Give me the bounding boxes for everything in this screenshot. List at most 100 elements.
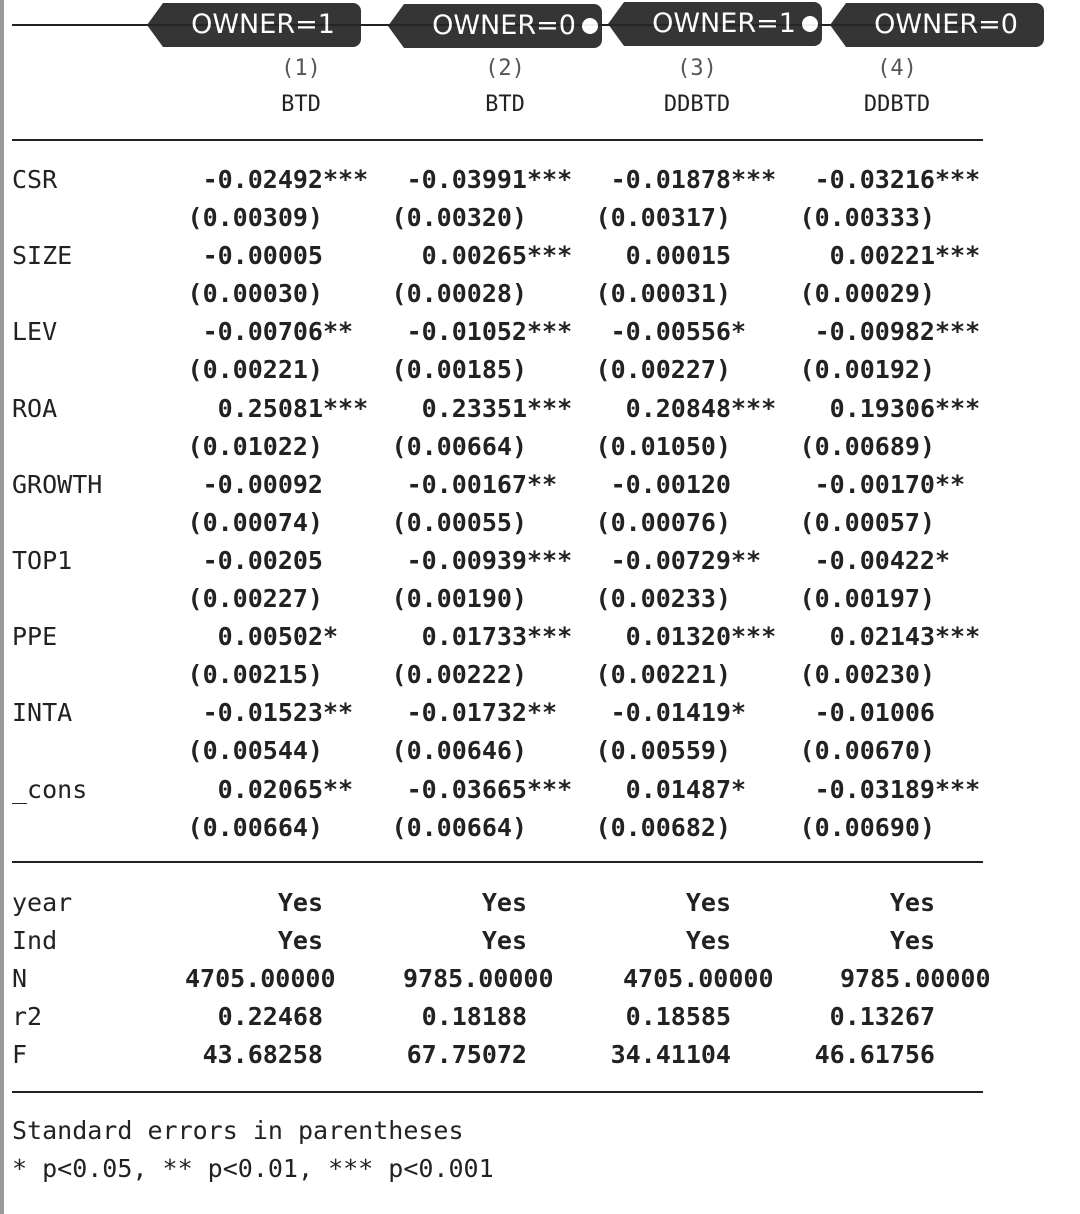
significance-stars: *** bbox=[935, 317, 981, 347]
stat-value: Yes bbox=[889, 888, 935, 917]
tag-shape bbox=[388, 4, 602, 48]
stat-value: 67.75072 bbox=[406, 1040, 527, 1069]
significance-stars: *** bbox=[527, 241, 573, 271]
significance-stars: *** bbox=[527, 393, 573, 423]
stat-value: Yes bbox=[481, 888, 527, 917]
standard-error: (0.00544) bbox=[187, 736, 323, 766]
standard-error: (0.00222) bbox=[391, 660, 527, 690]
owner-tag[interactable]: OWNER=0 bbox=[388, 4, 602, 48]
significance-stars: * bbox=[935, 546, 951, 575]
stat-name: year bbox=[12, 888, 73, 917]
tag-handle-dot[interactable] bbox=[802, 16, 818, 32]
variable-name: ROA bbox=[12, 393, 58, 423]
stat-name: N bbox=[12, 964, 28, 993]
stat-value: Yes bbox=[481, 926, 527, 955]
significance-stars: *** bbox=[935, 241, 981, 271]
stat-name: r2 bbox=[12, 1002, 43, 1031]
stat-value: 34.41104 bbox=[610, 1040, 731, 1069]
standard-error: (0.00030) bbox=[187, 279, 323, 309]
coefficient: -0.00982 bbox=[814, 317, 935, 347]
dependent-variable: DDBTD bbox=[863, 92, 931, 117]
significance-stars: *** bbox=[935, 774, 981, 804]
significance-stars: *** bbox=[731, 622, 777, 652]
coefficient: 0.02143 bbox=[829, 622, 935, 652]
significance-stars: *** bbox=[323, 393, 369, 423]
standard-error: (0.00215) bbox=[187, 660, 323, 690]
significance-stars: * bbox=[731, 774, 747, 804]
significance-stars: ** bbox=[527, 698, 558, 728]
dependent-variable: BTD bbox=[281, 92, 321, 117]
standard-error: (0.00559) bbox=[595, 736, 731, 766]
owner-tag[interactable]: OWNER=1 bbox=[608, 2, 822, 46]
coefficient: -0.00170 bbox=[814, 469, 935, 499]
significance-stars: *** bbox=[323, 165, 369, 194]
coefficient: -0.01878 bbox=[610, 165, 731, 194]
tag-shape bbox=[830, 3, 1044, 47]
standard-error: (0.00664) bbox=[187, 812, 323, 842]
standard-error: (0.00309) bbox=[187, 203, 323, 232]
stat-value: 4705.00000 bbox=[623, 964, 774, 993]
significance-stars: * bbox=[323, 622, 339, 652]
standard-error: (0.01050) bbox=[595, 431, 731, 461]
standard-error: (0.00664) bbox=[391, 812, 527, 842]
coefficient: -0.00556 bbox=[610, 317, 731, 347]
stat-value: Yes bbox=[889, 926, 935, 955]
stat-name: Ind bbox=[12, 926, 58, 955]
dependent-variable: BTD bbox=[485, 92, 525, 117]
significance-stars: *** bbox=[935, 165, 981, 194]
variable-name: PPE bbox=[12, 622, 58, 652]
stat-value: Yes bbox=[277, 888, 323, 917]
owner-tag[interactable]: OWNER=1 bbox=[147, 3, 361, 47]
significance-stars: ** bbox=[323, 698, 354, 728]
stat-value: 9785.00000 bbox=[403, 964, 554, 993]
stats-rule bbox=[12, 861, 983, 863]
coefficient: 0.00221 bbox=[829, 241, 935, 271]
coefficient: -0.00092 bbox=[202, 469, 323, 499]
stat-value: Yes bbox=[685, 888, 731, 917]
standard-error: (0.00664) bbox=[391, 431, 527, 461]
standard-error: (0.00227) bbox=[187, 584, 323, 613]
variable-name: GROWTH bbox=[12, 469, 103, 499]
significance-stars: *** bbox=[527, 622, 573, 652]
standard-error: (0.00221) bbox=[595, 660, 731, 690]
stat-value: 46.61756 bbox=[814, 1040, 935, 1069]
coefficient: 0.19306 bbox=[829, 393, 935, 423]
standard-error: (0.00670) bbox=[799, 736, 935, 766]
coefficient: 0.00502 bbox=[217, 622, 323, 652]
stat-name: F bbox=[12, 1040, 28, 1069]
owner-tag[interactable]: OWNER=0 bbox=[830, 3, 1044, 47]
coefficient: -0.03189 bbox=[814, 774, 935, 804]
coefficient: -0.00120 bbox=[610, 469, 731, 499]
standard-error: (0.00320) bbox=[391, 203, 527, 232]
stat-value: Yes bbox=[685, 926, 731, 955]
standard-error: (0.00646) bbox=[391, 736, 527, 766]
standard-error: (0.00029) bbox=[799, 279, 935, 309]
significance-stars: *** bbox=[527, 546, 573, 575]
standard-error: (0.00028) bbox=[391, 279, 527, 309]
variable-name: LEV bbox=[12, 317, 58, 347]
significance-stars: ** bbox=[323, 774, 354, 804]
significance-stars: *** bbox=[731, 393, 777, 423]
column-number: (2) bbox=[485, 56, 525, 81]
coefficient: -0.00205 bbox=[202, 546, 323, 575]
coefficient: 0.23351 bbox=[421, 393, 527, 423]
tag-label: OWNER=1 bbox=[652, 8, 796, 39]
standard-error: (0.00192) bbox=[799, 355, 935, 385]
stat-value: 0.18585 bbox=[625, 1002, 731, 1031]
coefficient: -0.00706 bbox=[202, 317, 323, 347]
tag-handle-dot[interactable] bbox=[582, 18, 598, 34]
standard-error: (0.00185) bbox=[391, 355, 527, 385]
stat-value: 4705.00000 bbox=[185, 964, 336, 993]
significance-stars: *** bbox=[527, 317, 573, 347]
coefficient: -0.00005 bbox=[202, 241, 323, 271]
coefficient: -0.00729 bbox=[610, 546, 731, 575]
significance-stars: ** bbox=[731, 546, 762, 575]
tag-label: OWNER=1 bbox=[191, 9, 335, 40]
header-rule bbox=[12, 139, 983, 141]
coefficient: 0.20848 bbox=[625, 393, 731, 423]
standard-error: (0.00031) bbox=[595, 279, 731, 309]
table-note: * p<0.05, ** p<0.01, *** p<0.001 bbox=[12, 1154, 494, 1183]
significance-stars: ** bbox=[935, 469, 966, 499]
dependent-variable: DDBTD bbox=[663, 92, 731, 117]
variable-name: SIZE bbox=[12, 241, 73, 271]
